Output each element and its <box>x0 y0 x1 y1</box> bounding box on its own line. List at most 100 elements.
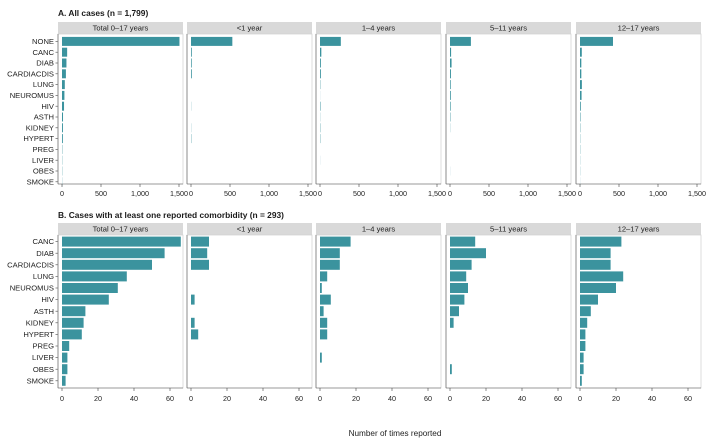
x-tick-label: 20 <box>94 394 102 403</box>
x-tick-label: 500 <box>613 189 625 198</box>
x-tick-label: 500 <box>224 189 236 198</box>
bar <box>62 69 66 79</box>
bar <box>191 36 233 46</box>
bar <box>580 375 582 386</box>
bar <box>580 259 611 270</box>
facet-strip-label: 12–17 years <box>618 225 660 234</box>
bar <box>62 294 109 305</box>
bar <box>62 80 65 90</box>
bar <box>62 306 86 317</box>
bar <box>580 90 582 100</box>
x-tick-label: 60 <box>424 394 432 403</box>
facet-strip <box>446 22 571 34</box>
category-label: DIAB <box>36 59 54 68</box>
bar <box>450 101 451 111</box>
category-label: KIDNEY <box>26 123 54 132</box>
category-label: HYPERT <box>23 330 54 339</box>
category-label: ASTH <box>34 113 54 122</box>
facet-panel: 1–4 years 0 20 40 60 <box>315 223 442 403</box>
bar <box>320 69 321 79</box>
bar <box>580 352 584 363</box>
category-label: SMOKE <box>27 177 54 186</box>
bar <box>320 47 322 57</box>
facet-strip-label: Total 0–17 years <box>93 225 149 234</box>
facet-strip-label: 1–4 years <box>362 24 396 33</box>
category-label: OBES <box>33 365 54 374</box>
facet-strip <box>58 223 183 235</box>
bar <box>191 294 195 305</box>
facet-strip <box>187 223 312 235</box>
x-tick-label: 0 <box>448 394 452 403</box>
bar <box>580 101 581 111</box>
facet-strip <box>576 223 701 235</box>
category-label: CARDIACDIS <box>7 260 54 269</box>
facet-strip-label: <1 year <box>237 225 263 234</box>
bar <box>62 58 67 68</box>
category-label: OBES <box>33 167 54 176</box>
category-label: CARDIACDIS <box>7 69 54 78</box>
bar <box>580 317 588 328</box>
bar <box>320 317 328 328</box>
bar <box>580 58 582 68</box>
x-tick-label: 40 <box>648 394 656 403</box>
facet-panel: 5–11 years 0 20 40 60 <box>445 223 572 403</box>
x-tick-label: 500 <box>483 189 495 198</box>
facet-strip-label: 5–11 years <box>490 225 527 234</box>
bar <box>580 329 586 340</box>
bar <box>62 112 64 122</box>
bar <box>62 123 63 133</box>
bar <box>320 36 341 46</box>
facet-strip-label: 5–11 years <box>490 24 527 33</box>
x-tick-label: 0 <box>60 394 64 403</box>
category-label: NEUROMUS <box>10 284 54 293</box>
bar <box>450 294 465 305</box>
facet-strip <box>316 223 441 235</box>
facet-panel: Total 0–17 years 0 500 1,000 1,500 <box>57 22 188 198</box>
bar <box>62 352 68 363</box>
x-tick-label: 1,500 <box>170 189 188 198</box>
panel-frame <box>186 33 313 185</box>
facet-strip <box>58 22 183 34</box>
bar <box>450 90 451 100</box>
x-tick-label: 500 <box>95 189 107 198</box>
category-label: LIVER <box>32 353 54 362</box>
facet-panel: 1–4 years 0 500 1,000 1,500 <box>315 22 446 198</box>
bar <box>580 341 586 351</box>
bar <box>320 236 351 247</box>
section-b-panels: CANC DIAB CARDIACDIS LUNG NEUROMUS HIV ASTH KID… <box>7 223 702 403</box>
bar <box>450 47 452 57</box>
category-label: LUNG <box>33 272 54 281</box>
x-tick-label: 1,500 <box>299 189 317 198</box>
bar <box>580 248 611 259</box>
category-label: HIV <box>41 102 55 111</box>
x-tick-label: 1,500 <box>558 189 576 198</box>
bar <box>320 248 340 259</box>
category-label: SMOKE <box>27 376 54 385</box>
bar <box>62 329 82 340</box>
bar <box>580 364 584 375</box>
facet-strip <box>576 22 701 34</box>
panel-frame <box>445 33 572 185</box>
bar <box>191 58 192 68</box>
category-label: NEUROMUS <box>10 91 54 100</box>
bar <box>450 36 471 46</box>
bar <box>62 317 84 328</box>
bar <box>450 58 452 68</box>
category-label: PREG <box>32 145 54 154</box>
panel-frame <box>57 33 184 185</box>
x-tick-label: 1,000 <box>649 189 667 198</box>
bar <box>450 306 459 317</box>
bar <box>450 236 476 247</box>
bar <box>320 329 328 340</box>
x-tick-label: 40 <box>259 394 267 403</box>
x-tick-label: 60 <box>554 394 562 403</box>
bar <box>450 80 451 90</box>
bar <box>580 236 622 247</box>
section-a-title: A. All cases (n = 1,799) <box>58 8 148 18</box>
bar <box>62 248 165 259</box>
x-tick-label: 1,000 <box>131 189 149 198</box>
facet-strip <box>446 223 571 235</box>
bar <box>191 69 192 79</box>
bar <box>580 306 591 317</box>
bar <box>62 283 118 293</box>
